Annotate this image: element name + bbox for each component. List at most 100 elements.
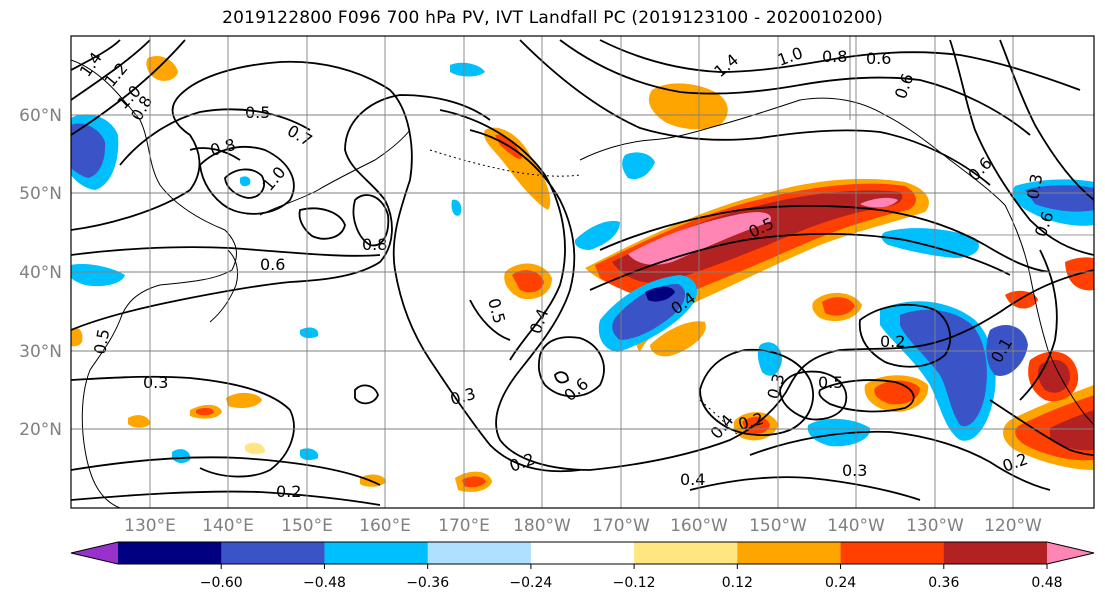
contour-t bbox=[858, 303, 952, 368]
colorbar-bin bbox=[840, 542, 945, 564]
shade-blue-w3 bbox=[300, 327, 319, 339]
colorbar-extend-max bbox=[1047, 542, 1094, 564]
shade-s-red bbox=[462, 476, 486, 488]
shade-w3-orange bbox=[128, 415, 150, 428]
contour-label: 0.3 bbox=[842, 461, 867, 480]
colorbar-tick-label: 0.48 bbox=[1031, 575, 1062, 591]
lon-label: 120°W bbox=[984, 516, 1042, 536]
shade-blue-w1b bbox=[71, 123, 106, 178]
contour-af bbox=[989, 399, 1094, 456]
colorbar-bin bbox=[427, 542, 532, 564]
shade-blue-w2 bbox=[71, 264, 125, 287]
contour-q bbox=[818, 379, 915, 413]
latitude-labels: 60°N 50°N 40°N 30°N 20°N bbox=[19, 106, 62, 440]
shade-w2-orange bbox=[226, 392, 262, 408]
contour-x bbox=[71, 39, 121, 71]
shade-blue-w5 bbox=[300, 448, 319, 461]
contour-label: 0.5 bbox=[245, 103, 270, 122]
contour-label: 0.5 bbox=[818, 373, 843, 392]
shade-n-orange bbox=[484, 127, 551, 210]
coast-kamchatka bbox=[259, 129, 411, 216]
shade-navy-mid bbox=[645, 286, 675, 302]
lon-label: 160°E bbox=[359, 516, 411, 536]
colorbar-tick-label: 0.12 bbox=[722, 575, 753, 591]
graticule bbox=[71, 36, 1094, 508]
map-frame bbox=[70, 35, 1095, 509]
lon-label: 130°W bbox=[906, 516, 964, 536]
contour-ah bbox=[298, 207, 346, 240]
coast-aleutians bbox=[429, 149, 581, 177]
shade-w4-orange bbox=[71, 328, 83, 347]
contour-c bbox=[199, 146, 295, 215]
colorbar-bin bbox=[324, 542, 429, 564]
contour-h bbox=[439, 109, 566, 361]
contour-u bbox=[599, 39, 1081, 91]
shade-south-red bbox=[874, 380, 920, 405]
contour-label: 0.3 bbox=[143, 373, 168, 392]
contour-e bbox=[352, 194, 390, 247]
contour-n bbox=[589, 233, 1011, 291]
coastlines bbox=[71, 36, 1094, 508]
contour-k bbox=[71, 490, 381, 506]
contour-l bbox=[589, 269, 1094, 471]
contour-ai bbox=[189, 147, 241, 161]
contour-label: 0.2 bbox=[880, 332, 905, 351]
shade-blue-ne2 bbox=[1025, 185, 1094, 212]
contour-p bbox=[779, 370, 848, 421]
lon-label: 170°W bbox=[592, 516, 650, 536]
lon-label: 140°W bbox=[827, 516, 885, 536]
contour-aj bbox=[354, 384, 379, 405]
contour-m bbox=[599, 204, 1051, 273]
contour-label: 0.8 bbox=[362, 235, 387, 254]
coast-na-west bbox=[1004, 204, 1094, 426]
colorbar-bin bbox=[530, 542, 635, 564]
colorbar-bin bbox=[634, 542, 738, 564]
contour-y bbox=[71, 39, 151, 101]
shade-pink-core-east bbox=[860, 197, 898, 208]
shade-mid-red bbox=[822, 297, 855, 316]
contour-label: 0.2 bbox=[276, 482, 301, 501]
contour-label: 0.6 bbox=[866, 49, 891, 68]
shade-s2-orange bbox=[360, 474, 386, 487]
contour-z bbox=[71, 39, 186, 136]
colorbar-bin bbox=[737, 542, 842, 564]
contour-o bbox=[699, 348, 814, 436]
shade-blue-sw bbox=[807, 418, 871, 447]
longitude-labels: 130°E 140°E 150°E 160°E 170°E 180°W 170°W 160°W… bbox=[124, 516, 1042, 536]
contour-label: 0.6 bbox=[260, 255, 285, 274]
contour-w bbox=[519, 39, 991, 186]
shade-s3-orange bbox=[245, 442, 265, 455]
colorbar-tick-label: −0.12 bbox=[613, 575, 656, 591]
coast-asia bbox=[71, 59, 237, 508]
contour-label: 0.4 bbox=[680, 470, 705, 489]
colorbar-bin bbox=[118, 542, 222, 564]
shade-blue-w6 bbox=[240, 176, 251, 187]
contour-label: 0.3 bbox=[1023, 172, 1046, 200]
contour-b bbox=[71, 94, 491, 331]
shade-blue-w4 bbox=[172, 449, 191, 464]
shade-ne-orange bbox=[648, 83, 728, 130]
colorbar-bin bbox=[943, 542, 1048, 564]
lat-label: 50°N bbox=[19, 184, 62, 204]
lon-label: 160°W bbox=[670, 516, 728, 536]
contour-label: 0.8 bbox=[822, 47, 847, 66]
lon-label: 150°W bbox=[749, 516, 807, 536]
contour-label: 0.5 bbox=[90, 327, 113, 355]
shade-blue-east2 bbox=[900, 309, 987, 427]
colorbar-tick-label: 0.36 bbox=[928, 575, 959, 591]
shade-e-red-dark bbox=[1037, 359, 1070, 393]
lon-label: 170°E bbox=[438, 516, 490, 536]
colorbar-bin bbox=[221, 542, 325, 564]
map-title: 2019122800 F096 700 hPa PV, IVT Landfall… bbox=[222, 8, 883, 28]
contour-i bbox=[71, 375, 295, 478]
lon-label: 140°E bbox=[202, 516, 254, 536]
colorbar-tick-label: −0.24 bbox=[509, 575, 552, 591]
shade-blue-c bbox=[451, 199, 462, 216]
contour-d bbox=[224, 168, 265, 199]
contour-r bbox=[749, 430, 1051, 491]
lon-label: 180°W bbox=[513, 516, 571, 536]
shade-blue-n2 bbox=[574, 220, 620, 250]
lon-label: 150°E bbox=[281, 516, 333, 536]
coast-japan bbox=[209, 249, 239, 323]
colorbar-tick-label: −0.60 bbox=[200, 575, 243, 591]
